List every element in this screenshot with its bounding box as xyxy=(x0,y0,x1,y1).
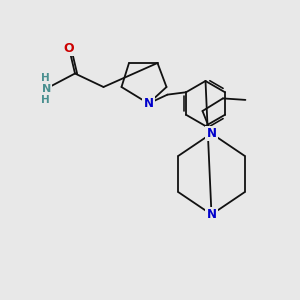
Text: N: N xyxy=(206,127,217,140)
Text: H: H xyxy=(40,73,50,83)
Text: N: N xyxy=(42,83,51,94)
Text: N: N xyxy=(206,208,217,221)
Text: N: N xyxy=(143,97,154,110)
Text: O: O xyxy=(64,41,74,55)
Text: H: H xyxy=(40,95,50,105)
